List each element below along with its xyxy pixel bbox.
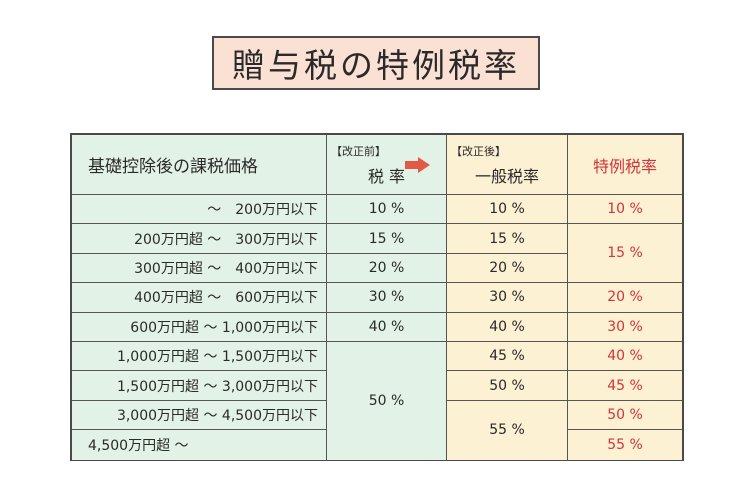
general-rate-cell-merged: 55 % [447, 400, 568, 460]
special-rate-cell: 10 % [568, 195, 682, 225]
special-rate-cell: 30 % [568, 312, 682, 342]
special-rate-cell: 45 % [568, 371, 682, 401]
header-after-tag: 【改正後】 [451, 144, 506, 158]
before-rate-cell: 40 % [327, 312, 447, 342]
header-taxable-value: 基礎控除後の課税価格 [72, 135, 327, 195]
tax-rate-table: 基礎控除後の課税価格 【改正前】 税 率 【改正後】 一般税率 特例税率 〜 2… [70, 133, 684, 461]
before-rate-cell: 15 % [327, 224, 447, 254]
range-cell: 1,500万円超 〜 3,000万円以下 [72, 371, 327, 401]
general-rate-cell: 20 % [447, 253, 568, 284]
before-rate-cell: 10 % [327, 195, 447, 225]
range-cell: 300万円超 〜 400万円以下 [72, 253, 327, 284]
general-rate-cell: 50 % [447, 371, 568, 401]
general-rate-cell: 15 % [447, 224, 568, 254]
special-rate-cell-merged: 15 % [568, 224, 682, 284]
reform-arrow-shaft [405, 161, 419, 169]
range-cell: 200万円超 〜 300万円以下 [72, 224, 327, 254]
range-cell: 3,000万円超 〜 4,500万円以下 [72, 400, 327, 431]
before-rate-cell: 30 % [327, 283, 447, 313]
special-rate-cell: 20 % [568, 283, 682, 313]
special-rate-cell: 40 % [568, 341, 682, 372]
header-after-reform: 【改正後】 一般税率 [447, 135, 568, 195]
reform-arrow-icon [418, 157, 430, 173]
general-rate-cell: 10 % [447, 195, 568, 225]
range-cell: 600万円超 〜 1,000万円以下 [72, 312, 327, 342]
range-cell: 4,500万円超 〜 [72, 430, 327, 460]
special-rate-cell: 50 % [568, 400, 682, 431]
range-cell: 〜 200万円以下 [72, 195, 327, 225]
header-before-tag: 【改正前】 [331, 144, 386, 158]
range-cell: 1,000万円超 〜 1,500万円以下 [72, 341, 327, 372]
header-after-label: 一般税率 [474, 166, 539, 186]
header-before-label: 税 率 [367, 166, 406, 186]
range-cell: 400万円超 〜 600万円以下 [72, 283, 327, 313]
page-title: 贈与税の特例税率 [212, 36, 540, 90]
before-rate-cell: 20 % [327, 253, 447, 284]
general-rate-cell: 30 % [447, 283, 568, 313]
before-rate-cell-merged: 50 % [327, 341, 447, 460]
general-rate-cell: 40 % [447, 312, 568, 342]
general-rate-cell: 45 % [447, 341, 568, 372]
special-rate-cell: 55 % [568, 430, 682, 460]
header-special-rate: 特例税率 [568, 135, 682, 195]
